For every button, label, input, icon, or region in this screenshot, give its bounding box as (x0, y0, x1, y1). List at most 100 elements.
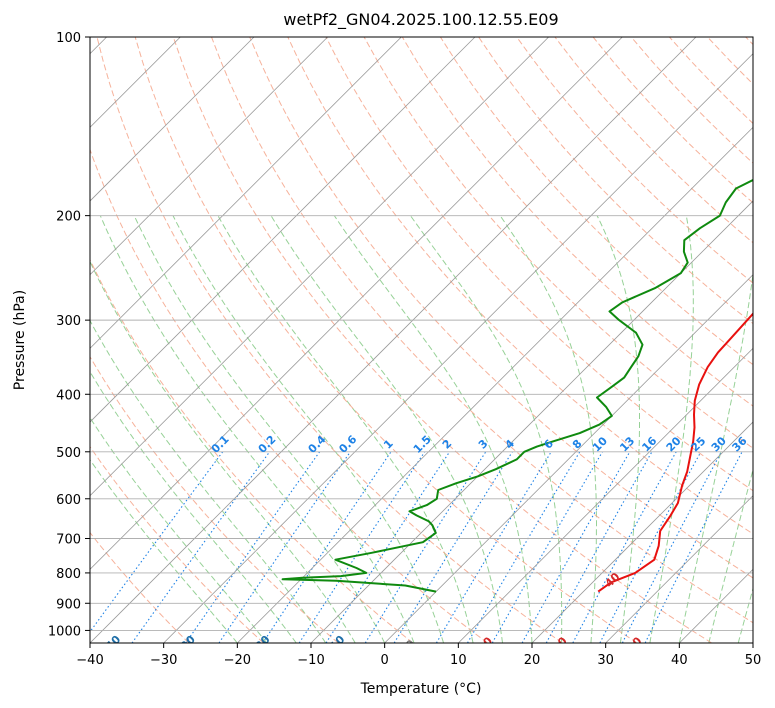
x-tick-label: −40 (76, 653, 103, 668)
dry-adiabat-line (211, 37, 753, 624)
mixing-ratio-line (218, 451, 351, 643)
moist-adiabats (90, 215, 753, 643)
x-tick-label: 20 (524, 653, 541, 668)
dry-adiabat-line (90, 531, 190, 643)
moist-adiabat-line (499, 215, 597, 643)
moist-adiabat-line (90, 319, 327, 643)
isotherm-line (90, 37, 697, 643)
moist-adiabat-line (409, 215, 563, 643)
mixing-ratio-line (644, 451, 743, 643)
isotherm-line (237, 126, 753, 643)
dry-adiabat-label: -30 (175, 633, 198, 656)
moist-adiabat-line (649, 215, 694, 643)
x-tick-label: 0 (381, 653, 389, 668)
y-axis-label: Pressure (hPa) (12, 290, 28, 390)
plot-area: 0.10.20.40.611.52346810131620253036-100-… (90, 37, 753, 656)
dry-adiabat-line (90, 445, 264, 643)
isotherm-line (310, 200, 753, 643)
isotherm-line (531, 421, 753, 643)
dewpoint-line (281, 178, 753, 593)
moist-adiabat-line (708, 467, 753, 643)
moist-adiabat-line (90, 370, 297, 643)
chart-title: wetPf2_GN04.2025.100.12.55.E09 (283, 10, 558, 30)
mixing-ratio-line (262, 451, 392, 643)
x-tick-label: −20 (224, 653, 251, 668)
x-tick-label: 50 (745, 653, 762, 668)
y-tick-label: 700 (56, 533, 81, 548)
mixing-ratio-line (325, 451, 451, 643)
isotherm-line (384, 274, 753, 643)
y-tick-label: 200 (56, 210, 81, 225)
mixing-ratio-line (521, 451, 631, 643)
dry-adiabat-line (90, 355, 339, 643)
isotherms (90, 37, 753, 643)
dry-adiabat-label: 20 (550, 634, 570, 654)
x-axis-label: Temperature (°C) (360, 681, 482, 697)
isotherm-line (90, 37, 402, 349)
y-tick-label: 400 (56, 388, 81, 403)
isotherm-line (90, 37, 476, 423)
isotherm-line (90, 37, 549, 497)
mixing-ratio-line (131, 451, 271, 643)
y-tick-label: 100 (56, 31, 81, 46)
dry-adiabat-line (172, 37, 712, 643)
y-tick-label: 500 (56, 446, 81, 461)
mixing-ratio-line (185, 451, 321, 643)
dry-adiabat-line (516, 37, 753, 284)
dry-adiabat-label: -20 (249, 633, 272, 656)
isotherm-line (90, 37, 623, 570)
isotherm-line (458, 347, 753, 643)
dry-adiabat-label: -40 (100, 633, 123, 656)
mixing-ratio-line (545, 451, 653, 643)
dry-adiabat-line (249, 37, 753, 579)
moist-adiabat-line (596, 215, 640, 643)
moist-adiabat-line (90, 260, 356, 643)
pressure-gridlines (90, 37, 753, 631)
dry-adiabat-line (90, 148, 488, 643)
dry-adiabat-line (439, 37, 753, 366)
dry-adiabat-line (134, 37, 638, 643)
y-tick-label: 800 (56, 567, 81, 582)
mixing-ratio-lines (90, 451, 743, 643)
y-tick-label: 1000 (48, 624, 81, 639)
moist-adiabat-line (217, 215, 474, 643)
isotherm-line (163, 53, 753, 643)
dry-adiabat-line (96, 37, 563, 643)
moist-adiabat-line (270, 215, 503, 643)
x-tick-label: −10 (297, 653, 324, 668)
dry-adiabat-label: 10 (475, 634, 495, 654)
isotherm-line (90, 37, 328, 276)
x-tick-label: 30 (597, 653, 614, 668)
isotherm-line (90, 37, 255, 202)
moist-adiabat-line (90, 416, 268, 643)
y-tick-label: 600 (56, 493, 81, 508)
moist-adiabat-line (737, 586, 753, 643)
moist-adiabat-line (333, 215, 533, 643)
y-tick-label: 300 (56, 314, 81, 329)
moist-adiabat-line (678, 270, 753, 643)
moist-adiabat-line (90, 458, 238, 643)
dry-adiabat-label: 0 (403, 637, 418, 652)
dry-adiabat-label: -10 (324, 633, 347, 656)
temperature-line (597, 312, 753, 593)
sounding-series (281, 178, 753, 593)
dry-adiabat-label: 30 (625, 634, 645, 654)
mixing-ratio-line (572, 451, 677, 643)
y-axis: 100 200 300 400 500 600 700 800 900 1000 (48, 31, 90, 639)
x-tick-label: −30 (150, 653, 177, 668)
dry-adiabat-line (401, 37, 753, 407)
isotherm-line (605, 495, 753, 643)
mixing-ratio-line (435, 451, 552, 643)
x-axis: −40 −30 −20 −10 0 10 20 30 40 50 (76, 643, 761, 668)
moist-adiabat-line (172, 215, 445, 643)
mixing-ratio-line (364, 451, 487, 643)
y-tick-label: 900 (56, 597, 81, 612)
plot-frame (89, 36, 754, 644)
x-tick-label: 10 (450, 653, 467, 668)
x-tick-label: 40 (671, 653, 688, 668)
mixing-ratio-line (599, 451, 702, 643)
dry-adiabats (90, 37, 753, 643)
mixing-ratio-line (90, 451, 224, 633)
